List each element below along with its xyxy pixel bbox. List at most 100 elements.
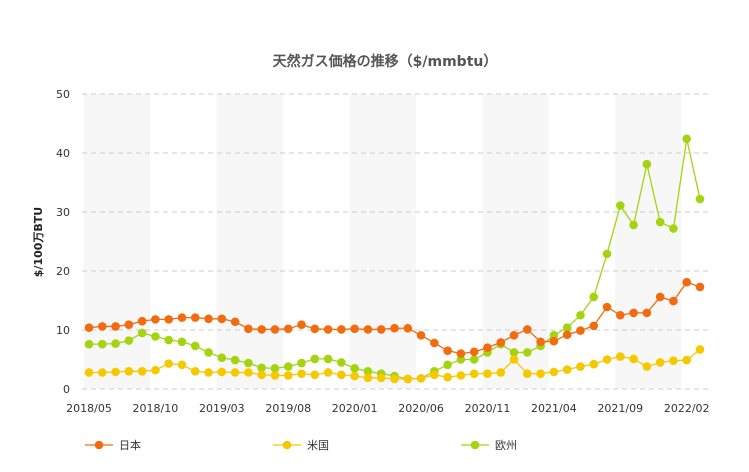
data-point xyxy=(655,292,665,302)
data-point xyxy=(669,356,678,365)
data-point xyxy=(257,363,266,373)
y-tick-label: 20 xyxy=(56,265,70,278)
data-point xyxy=(376,373,386,383)
data-point xyxy=(655,217,665,227)
data-point xyxy=(416,331,426,340)
legend-item[interactable]: 米国 xyxy=(273,439,329,452)
data-point xyxy=(337,358,346,367)
data-point xyxy=(310,370,320,380)
data-point xyxy=(217,353,227,363)
data-point xyxy=(337,325,346,334)
data-point xyxy=(536,337,545,347)
data-point xyxy=(616,201,625,210)
data-point xyxy=(523,369,532,378)
legend-marker xyxy=(94,440,104,450)
y-axis-label: $/100万BTU xyxy=(32,207,45,277)
x-tick-label: 2021/09 xyxy=(597,402,643,415)
data-point xyxy=(217,367,227,377)
data-point xyxy=(483,343,492,353)
data-point xyxy=(190,313,200,322)
legend-item[interactable]: 日本 xyxy=(85,438,141,452)
data-point xyxy=(602,355,612,364)
data-point xyxy=(549,367,559,377)
y-tick-label: 10 xyxy=(56,324,70,337)
data-point xyxy=(483,369,492,378)
data-point xyxy=(616,310,625,320)
data-point xyxy=(297,320,306,329)
data-point xyxy=(642,159,652,169)
data-point xyxy=(363,367,373,376)
legend-label: 米国 xyxy=(307,439,329,452)
data-point xyxy=(616,352,625,361)
data-point xyxy=(669,296,678,306)
data-point xyxy=(111,322,120,331)
y-tick-label: 50 xyxy=(56,88,70,101)
data-point xyxy=(204,348,213,357)
legend-item[interactable]: 欧州 xyxy=(461,439,517,452)
data-point xyxy=(682,134,692,144)
data-point xyxy=(257,325,266,334)
data-point xyxy=(562,365,572,374)
data-point xyxy=(509,348,519,357)
data-point xyxy=(549,336,559,346)
data-point xyxy=(496,338,506,347)
data-point xyxy=(496,368,506,377)
data-point xyxy=(337,370,346,380)
data-point xyxy=(669,224,678,233)
data-point xyxy=(151,365,160,375)
x-tick-label: 2019/08 xyxy=(265,402,311,415)
data-point xyxy=(576,362,585,371)
x-tick-label: 2018/05 xyxy=(66,402,112,415)
data-point xyxy=(84,323,94,332)
data-point xyxy=(164,359,173,368)
data-point xyxy=(655,358,665,367)
data-point xyxy=(283,371,293,380)
x-tick-label: 2020/06 xyxy=(398,402,444,415)
data-point xyxy=(177,313,187,322)
data-point xyxy=(297,358,306,368)
data-point xyxy=(310,354,320,364)
data-point xyxy=(509,355,519,364)
data-point xyxy=(204,368,213,377)
data-point xyxy=(456,371,466,380)
data-point xyxy=(84,339,94,349)
data-point xyxy=(84,368,94,377)
data-point xyxy=(456,355,466,364)
data-point xyxy=(363,325,373,334)
data-point xyxy=(151,315,160,324)
data-point xyxy=(137,328,147,338)
data-point xyxy=(576,310,585,320)
data-point xyxy=(390,374,399,384)
data-point xyxy=(589,359,599,369)
data-point xyxy=(137,316,147,326)
data-point xyxy=(562,323,572,332)
data-point xyxy=(323,325,333,334)
data-point xyxy=(469,347,479,357)
data-point xyxy=(363,373,373,383)
data-point xyxy=(323,368,333,377)
data-point xyxy=(350,371,359,381)
data-point xyxy=(244,358,253,368)
data-point xyxy=(695,194,705,204)
legend-marker xyxy=(282,440,292,450)
data-point xyxy=(629,220,638,230)
data-point xyxy=(124,320,134,329)
data-point xyxy=(124,336,134,345)
data-point xyxy=(403,323,413,333)
data-point xyxy=(602,249,612,259)
data-point xyxy=(602,302,612,312)
data-point xyxy=(297,369,306,378)
data-point xyxy=(270,371,280,380)
data-point xyxy=(443,372,452,382)
data-point xyxy=(97,322,107,331)
data-point xyxy=(257,370,266,380)
background-band xyxy=(615,94,682,389)
data-point xyxy=(629,308,638,318)
data-point xyxy=(430,370,439,380)
data-point xyxy=(443,360,452,370)
legend-label: 欧州 xyxy=(495,439,517,452)
data-point xyxy=(350,364,359,373)
x-tick-label: 2019/03 xyxy=(199,402,245,415)
data-point xyxy=(589,292,599,302)
